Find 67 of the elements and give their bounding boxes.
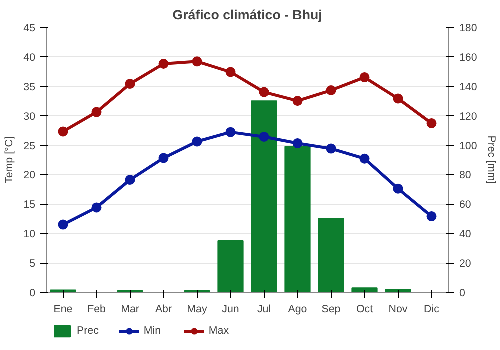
x-tick-label: Sep	[322, 304, 341, 316]
point	[326, 86, 336, 96]
point	[92, 202, 102, 213]
legend-label: Max	[208, 325, 230, 337]
y2-tick-label: 80	[460, 170, 472, 182]
point	[426, 212, 437, 222]
x-tick-label: Jul	[257, 304, 272, 316]
point	[292, 138, 303, 148]
point	[259, 132, 270, 142]
y2-tick-label: 60	[460, 199, 472, 212]
y-tick-label: 0	[30, 288, 36, 300]
x-tick-label: Oct	[356, 304, 374, 316]
point	[158, 59, 169, 69]
x-tick-label: Jun	[222, 304, 240, 316]
point	[92, 107, 102, 118]
point	[58, 126, 68, 137]
y2-tick-label: 0	[460, 288, 466, 300]
legend-label: Min	[144, 325, 162, 337]
legend-label: Prec	[77, 325, 99, 337]
chart-title: Gráfico climático - Bhuj	[172, 8, 322, 22]
y2-tick-label: 140	[460, 81, 478, 94]
point	[426, 118, 437, 128]
point	[58, 220, 68, 230]
bar	[352, 288, 378, 292]
y2-tick-label: 20	[460, 258, 472, 270]
y2-tick-label: 180	[460, 22, 478, 34]
y2-tick-label: 100	[460, 140, 478, 152]
point	[192, 136, 202, 147]
bar	[318, 218, 344, 292]
x-tick-label: Mar	[121, 304, 140, 316]
bar	[251, 100, 278, 292]
y2-tick-label: 160	[460, 52, 478, 64]
x-tick-label: May	[187, 304, 208, 316]
point	[125, 175, 136, 186]
bar	[218, 240, 244, 292]
point	[192, 56, 202, 67]
point	[226, 127, 236, 138]
point	[292, 96, 303, 106]
point	[360, 154, 370, 164]
y-axis-title: Temp [°C]	[4, 136, 16, 184]
point	[259, 87, 270, 98]
y-tick-label: 25	[24, 140, 36, 152]
y-tick-label: 40	[24, 52, 36, 64]
y-tick-label: 10	[24, 228, 36, 241]
x-tick-label: Nov	[388, 304, 408, 316]
x-tick-label: Ene	[54, 304, 73, 316]
point	[226, 67, 236, 78]
point	[158, 153, 169, 164]
bar	[284, 146, 311, 292]
y-tick-label: 45	[24, 22, 36, 34]
point	[360, 72, 370, 83]
y2-axis-title: Prec [mm]	[485, 136, 498, 184]
y-tick-label: 5	[30, 258, 36, 270]
point	[125, 79, 136, 90]
x-tick-label: Abr	[155, 304, 172, 316]
y2-tick-label: 40	[460, 228, 472, 241]
y-tick-label: 20	[24, 170, 36, 182]
y-tick-label: 30	[24, 110, 36, 123]
y-tick-label: 35	[24, 81, 36, 94]
point	[393, 184, 404, 194]
point	[393, 94, 404, 104]
y2-tick-label: 120	[460, 110, 478, 123]
x-tick-label: Feb	[88, 304, 106, 316]
x-tick-label: Ago	[288, 304, 308, 316]
x-tick-label: Dic	[424, 304, 440, 316]
point	[326, 144, 336, 154]
y-tick-label: 15	[24, 199, 36, 212]
